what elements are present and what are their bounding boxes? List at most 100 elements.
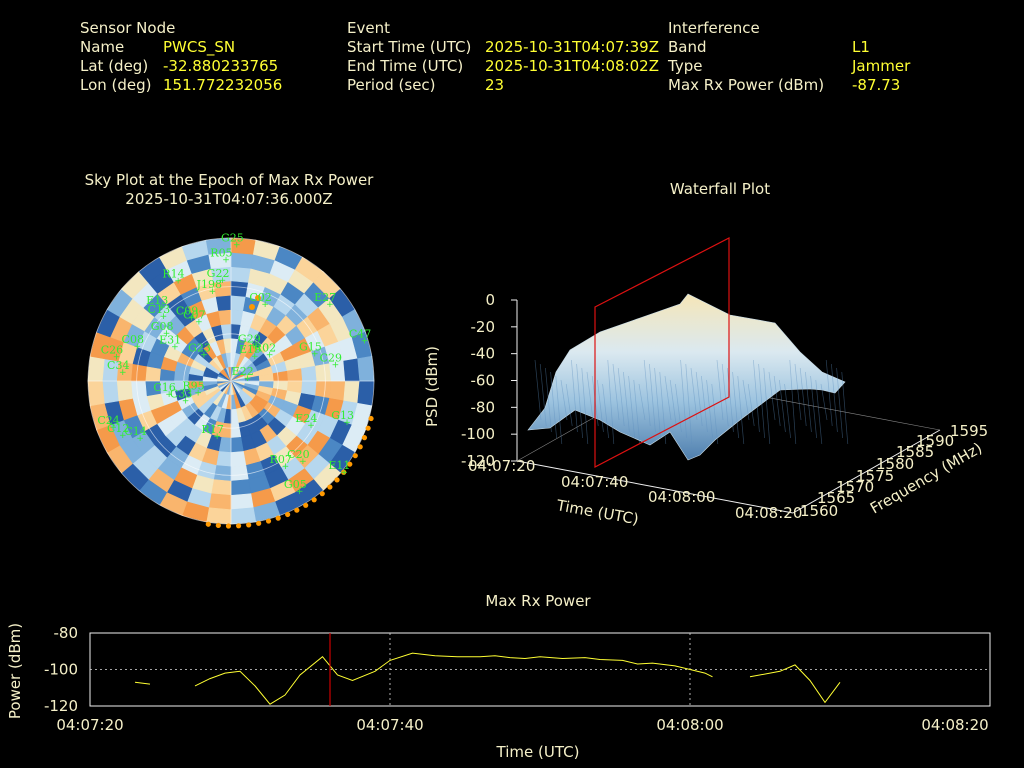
name-value: PWCS_SN — [163, 38, 236, 56]
waterfall-streak — [623, 371, 630, 433]
waterfall-streak — [737, 375, 745, 445]
waterfall-streak — [706, 379, 713, 439]
waterfall-streak — [617, 367, 625, 427]
waterfall-streak — [555, 375, 563, 445]
sky-sat-cross: + — [109, 423, 117, 433]
start-time-value: 2025-10-31T04:07:39Z — [485, 38, 659, 56]
type-value: Jammer — [852, 57, 911, 75]
sky-sat-label: J198 — [196, 278, 222, 291]
waterfall-streak — [799, 367, 807, 427]
sky-edge-marker — [352, 453, 358, 459]
sky-sat-cross: + — [165, 390, 173, 400]
waterfall-streak — [742, 379, 750, 421]
sky-sat-cross: + — [250, 342, 258, 352]
sky-sat-cross: + — [266, 350, 274, 360]
waterfall-title: Waterfall Plot — [669, 180, 771, 198]
sky-edge-marker — [303, 502, 309, 508]
sky-sat-cross: + — [200, 350, 208, 360]
interference-heading: Interference — [668, 19, 760, 37]
max-power-x-label: Time (UTC) — [496, 743, 580, 761]
waterfall-streak — [805, 371, 812, 433]
waterfall-streak — [534, 359, 542, 421]
sky-sat-cross: + — [182, 397, 190, 407]
sky-sat-label: E27 — [314, 291, 336, 304]
waterfall-streak — [664, 375, 672, 421]
period-label: Period (sec) — [347, 76, 436, 94]
psd-tick-label: -20 — [471, 318, 496, 336]
waterfall-streak — [732, 371, 739, 439]
waterfall-streak — [628, 375, 635, 439]
sky-sat-label: C33 — [170, 388, 192, 401]
waterfall-streak — [675, 383, 682, 433]
waterfall-streak — [550, 371, 557, 439]
sky-sat-label: C12 — [107, 422, 129, 435]
sky-sat-cross: + — [332, 361, 340, 371]
max-power-line — [749, 664, 841, 704]
sky-edge-marker — [275, 515, 281, 521]
sky-sat-label: C13 — [148, 303, 170, 316]
sky-sat-label: E24 — [295, 412, 317, 425]
max-power-x-tick: 04:08:20 — [921, 716, 988, 734]
sky-sat-label: C09 — [176, 305, 198, 318]
waterfall-streak — [831, 363, 838, 433]
time-tick-label: 04:08:20 — [735, 504, 802, 522]
sky-sat-label: R95 — [182, 379, 204, 392]
sky-sat-cross: + — [311, 350, 319, 360]
lat-value: -32.880233765 — [163, 57, 279, 75]
max-power-x-tick: 04:07:20 — [56, 716, 123, 734]
waterfall-streak — [586, 371, 594, 421]
sky-edge-marker — [347, 461, 353, 467]
freq-tick-label: 1585 — [896, 443, 934, 461]
waterfall-streak — [607, 359, 615, 445]
sky-edge-marker — [365, 425, 371, 431]
lon-value: 151.772232056 — [163, 76, 283, 94]
sky-sat-label: G08 — [151, 320, 174, 333]
psd-tick-label: -60 — [471, 372, 496, 390]
sky-edge-marker — [361, 435, 368, 441]
sky-sat-cross: + — [194, 388, 202, 398]
sky-sat-label: G23 — [188, 341, 211, 354]
sky-sat-cross: + — [209, 287, 217, 297]
sky-plot-title: Sky Plot at the Epoch of Max Rx Power — [84, 171, 374, 189]
waterfall-streak — [597, 379, 604, 433]
waterfall-cursor-plane — [594, 237, 730, 468]
max-power-line — [134, 681, 151, 685]
sky-edge-marker — [256, 520, 262, 526]
waterfall-streak — [649, 363, 656, 433]
sky-sat-label: C24 — [97, 414, 119, 427]
sky-sat-label: G05 — [284, 478, 307, 491]
waterfall-streak — [810, 375, 817, 439]
waterfall-streak — [747, 383, 755, 427]
waterfall-streak — [545, 367, 552, 433]
waterfall-streak — [841, 371, 849, 445]
sky-sat-label: G22 — [207, 267, 230, 280]
sky-sat-label: R07 — [270, 453, 292, 466]
waterfall-streak — [789, 359, 797, 445]
waterfall-streak — [701, 375, 708, 433]
waterfall-streak — [784, 383, 791, 439]
sky-sat-cross: + — [326, 300, 334, 310]
sky-edge-marker — [225, 523, 232, 529]
sky-sat-cross: + — [119, 368, 127, 378]
sky-edge-marker — [327, 484, 333, 490]
waterfall-streak — [643, 359, 651, 427]
waterfall-streak — [539, 363, 547, 427]
freq-tick-label: 1595 — [950, 422, 988, 440]
sky-sat-label: R02 — [254, 341, 276, 354]
sky-sat-cross: + — [222, 255, 230, 265]
sky-sat-cross: + — [163, 329, 171, 339]
sky-sat-label: C14 — [124, 425, 146, 438]
sky-sat-label: C34 — [107, 359, 129, 372]
sky-sat-label: C20 — [287, 448, 309, 461]
sky-sat-cross: + — [307, 421, 315, 431]
max-power-series — [134, 633, 841, 706]
waterfall-epoch-plane — [594, 237, 730, 468]
sky-sat-label: G15 — [299, 341, 322, 354]
sky-heatmap — [87, 237, 375, 525]
waterfall-streak — [659, 371, 667, 445]
waterfall-streak — [638, 383, 646, 421]
lat-label: Lat (deg) — [80, 57, 149, 75]
sky-satellites: +G25+R14+R05+E13+J198+G22+C13+G08+C09+C0… — [97, 232, 371, 497]
